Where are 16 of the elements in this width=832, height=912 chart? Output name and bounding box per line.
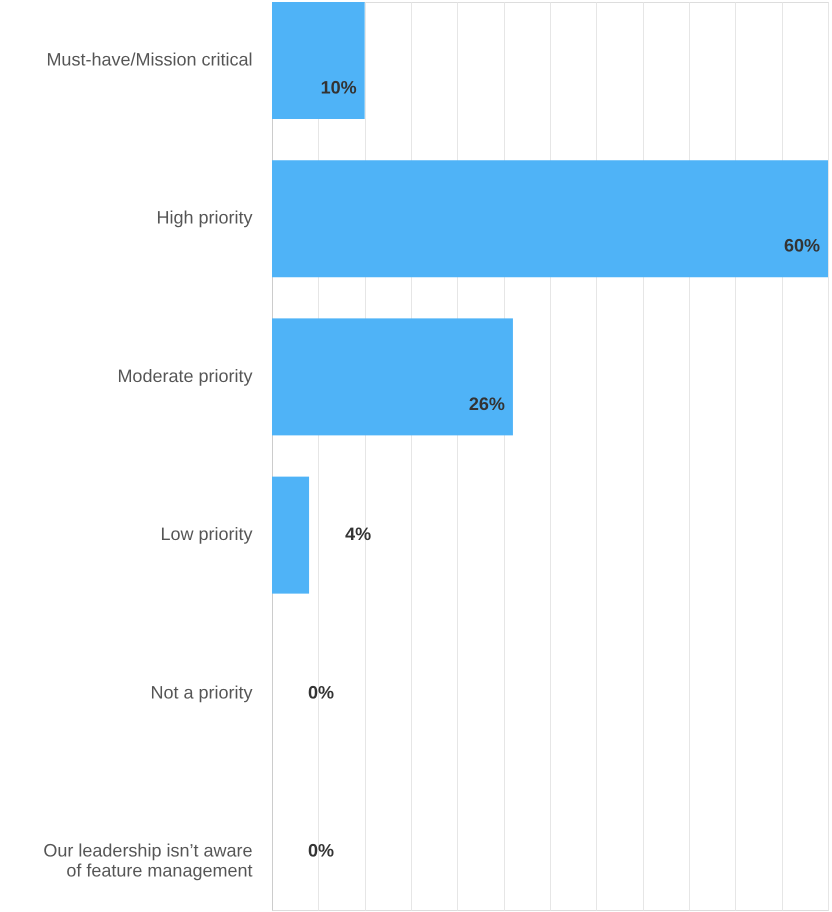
data-label: 60% (784, 236, 820, 256)
bar (272, 318, 513, 436)
data-label: 0% (308, 840, 334, 860)
data-label: 4% (345, 524, 372, 544)
data-label: 10% (320, 78, 357, 98)
y-tick-label: Moderate priority (117, 366, 252, 386)
y-tick-label: Not a priority (150, 682, 252, 702)
data-label: 0% (308, 682, 334, 702)
y-tick-label: High priority (156, 208, 252, 228)
bar (272, 476, 310, 594)
y-tick-label: Our leadership isn’t aware of feature management (43, 840, 252, 880)
bar (272, 2, 365, 120)
y-tick-label: Low priority (160, 524, 252, 544)
y-tick-label: Must-have/Mission critical (46, 50, 252, 70)
data-label: 26% (468, 394, 505, 414)
bar (272, 160, 828, 278)
